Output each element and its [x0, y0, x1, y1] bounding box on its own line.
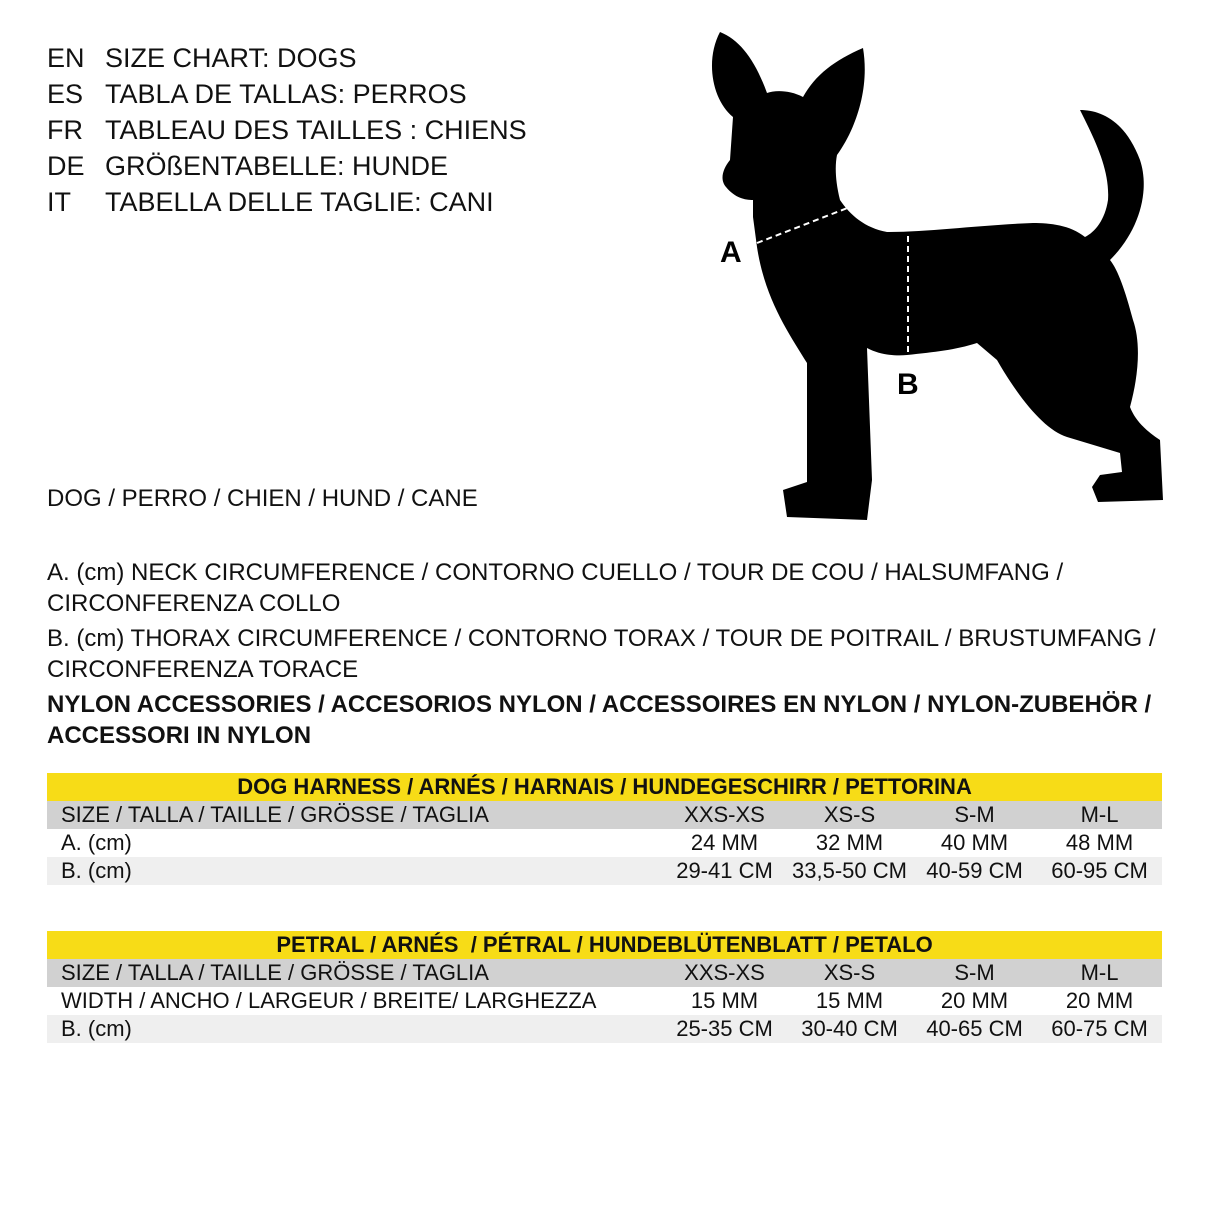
value-cell: 48 MM: [1065, 830, 1134, 855]
title-text: GRÖßENTABELLE: HUNDE: [105, 151, 449, 181]
row-label: SIZE / TALLA / TAILLE / GRÖSSE / TAGLIA: [47, 959, 662, 987]
table-title-row: DOG HARNESS / ARNÉS / HARNAIS / HUNDEGES…: [47, 773, 1163, 801]
table-row: A. (cm) 24 MM 32 MM 40 MM 48 MM: [47, 829, 1162, 857]
title-list: EN SIZE CHART: DOGS ES TABLA DE TALLAS: PE…: [47, 40, 667, 220]
row-label: B. (cm): [47, 857, 662, 885]
neck-measure-line: [756, 206, 851, 244]
table-title-row: PETRAL / ARNÉS / PÉTRAL / HUNDEBLÜTENBLA…: [47, 931, 1163, 959]
value-cell: 25-35 CM: [662, 1015, 787, 1043]
value-cell: 24 MM: [690, 830, 759, 855]
row-label: B. (cm): [47, 1015, 662, 1043]
size-cell: S-M: [912, 959, 1037, 987]
title-fr: FR TABLEAU DES TAILLES : CHIENS: [47, 112, 667, 148]
title-en: EN SIZE CHART: DOGS: [47, 40, 667, 76]
size-cell: M-L: [1037, 801, 1163, 829]
row-label: A. (cm): [61, 830, 132, 855]
value-cell: 15 MM: [690, 988, 759, 1013]
legend-b: B. (cm) THORAX CIRCUMFERENCE / CONTORNO …: [47, 623, 1167, 685]
lang-code: FR: [47, 115, 83, 145]
title-es: ES TABLA DE TALLAS: PERROS: [47, 76, 667, 112]
lang-code: IT: [47, 187, 71, 217]
size-cell: XS-S: [787, 959, 912, 987]
dog-silhouette: [711, 32, 1163, 520]
size-cell: XXS-XS: [662, 801, 787, 829]
title-text: TABELLA DELLE TAGLIE: CANI: [105, 187, 494, 217]
content-flow: A. (cm) NECK CIRCUMFERENCE / CONTORNO CU…: [47, 557, 1167, 1043]
title-text: TABLEAU DES TAILLES : CHIENS: [105, 115, 527, 145]
lang-code: EN: [47, 43, 85, 73]
value-cell: 40 MM: [940, 830, 1009, 855]
material-text: NYLON ACCESSORIES / ACCESORIOS NYLON / A…: [47, 691, 1152, 749]
material-heading: NYLON ACCESSORIES / ACCESORIOS NYLON / A…: [47, 689, 1167, 751]
value-cell: 15 MM: [815, 988, 884, 1013]
value-cell: 40-59 CM: [912, 857, 1037, 885]
title-text: TABLA DE TALLAS: PERROS: [105, 79, 467, 109]
title-de: DE GRÖßENTABELLE: HUNDE: [47, 148, 667, 184]
value-cell: 40-65 CM: [912, 1015, 1037, 1043]
size-cell: M-L: [1037, 959, 1163, 987]
title-it: IT TABELLA DELLE TAGLIE: CANI: [47, 184, 667, 220]
legend-a-text: A. (cm) NECK CIRCUMFERENCE / CONTORNO CU…: [47, 559, 1064, 617]
value-cell: 32 MM: [815, 830, 884, 855]
value-cell: 33,5-50 CM: [787, 857, 912, 885]
table-row: WIDTH / ANCHO / LARGEUR / BREITE/ LARGHE…: [47, 987, 1162, 1015]
size-cell: XXS-XS: [662, 959, 787, 987]
label-a: A: [720, 236, 742, 269]
label-b: B: [897, 368, 919, 401]
table-title: PETRAL / ARNÉS / PÉTRAL / HUNDEBLÜTENBLA…: [47, 931, 1163, 959]
title-text: SIZE CHART: DOGS: [105, 43, 357, 73]
table-title: DOG HARNESS / ARNÉS / HARNAIS / HUNDEGES…: [47, 773, 1163, 801]
table-row: B. (cm) 25-35 CM 30-40 CM 40-65 CM 60-75…: [47, 1015, 1163, 1043]
value-cell: 60-75 CM: [1037, 1015, 1163, 1043]
size-header-row: SIZE / TALLA / TAILLE / GRÖSSE / TAGLIA …: [47, 959, 1163, 987]
size-header-row: SIZE / TALLA / TAILLE / GRÖSSE / TAGLIA …: [47, 801, 1163, 829]
value-cell: 30-40 CM: [787, 1015, 912, 1043]
animal-text: DOG / PERRO / CHIEN / HUND / CANE: [47, 485, 478, 512]
animal-label: DOG / PERRO / CHIEN / HUND / CANE: [47, 484, 687, 514]
size-cell: XS-S: [787, 801, 912, 829]
size-cell: S-M: [912, 801, 1037, 829]
row-label: SIZE / TALLA / TAILLE / GRÖSSE / TAGLIA: [47, 801, 662, 829]
value-cell: 29-41 CM: [662, 857, 787, 885]
row-label: WIDTH / ANCHO / LARGEUR / BREITE/ LARGHE…: [61, 988, 597, 1013]
legend-b-text: B. (cm) THORAX CIRCUMFERENCE / CONTORNO …: [47, 625, 1156, 683]
legend-a: A. (cm) NECK CIRCUMFERENCE / CONTORNO CU…: [47, 557, 1167, 619]
lang-code: DE: [47, 151, 85, 181]
value-cell: 20 MM: [1065, 988, 1134, 1013]
table-row: B. (cm) 29-41 CM 33,5-50 CM 40-59 CM 60-…: [47, 857, 1163, 885]
value-cell: 60-95 CM: [1037, 857, 1163, 885]
petral-table: PETRAL / ARNÉS / PÉTRAL / HUNDEBLÜTENBLA…: [47, 931, 1163, 1043]
dog-silhouette-diagram: A B: [711, 32, 1163, 520]
lang-code: ES: [47, 79, 84, 109]
dog-harness-table: DOG HARNESS / ARNÉS / HARNAIS / HUNDEGES…: [47, 773, 1163, 885]
value-cell: 20 MM: [940, 988, 1009, 1013]
